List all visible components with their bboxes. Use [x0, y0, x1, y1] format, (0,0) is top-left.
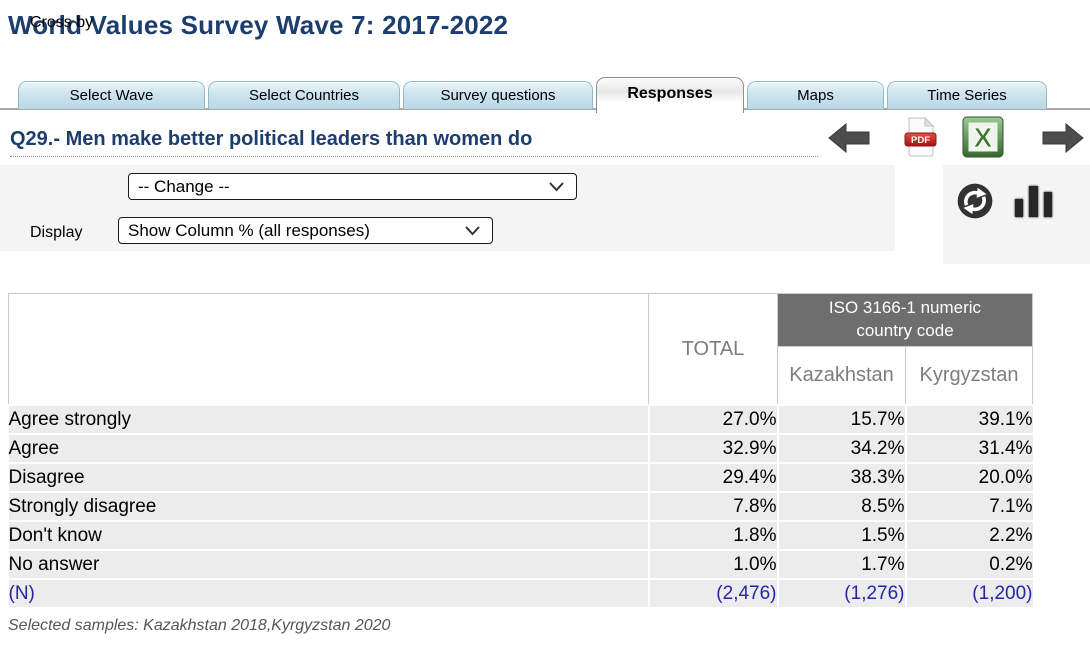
country-group-header: ISO 3166-1 numeric country code	[777, 293, 1033, 347]
display-selected-value: Show Column % (all responses)	[128, 220, 370, 240]
tab-select-wave[interactable]: Select Wave	[18, 81, 205, 109]
total-cell: 32.9%	[647, 433, 779, 465]
display-select[interactable]: Show Column % (all responses)	[118, 217, 493, 244]
total-cell: 7.8%	[647, 491, 779, 523]
tab-bar-baseline	[0, 108, 1090, 110]
pdf-icon: PDF	[904, 116, 937, 157]
left-arrow-icon	[828, 122, 870, 154]
total-cell: 27.0%	[647, 404, 779, 436]
table-row-n: (N) (2,476) (1,276) (1,200)	[8, 578, 1033, 610]
value-cell: 15.7%	[776, 404, 907, 436]
previous-question-button[interactable]	[828, 122, 870, 156]
controls-panel: Cross by -- Change -- Display Show Colum…	[0, 14, 895, 251]
row-label-cell: Agree strongly	[8, 404, 650, 436]
row-label-cell: Don't know	[8, 520, 650, 552]
next-question-button[interactable]	[1042, 122, 1084, 156]
excel-export-button[interactable]: X	[962, 116, 1004, 161]
value-cell: 0.2%	[904, 549, 1033, 581]
bar-chart-button[interactable]	[1011, 181, 1057, 224]
bar-chart-icon	[1013, 184, 1054, 219]
svg-text:PDF: PDF	[911, 135, 930, 146]
tab-time-series[interactable]: Time Series	[887, 81, 1047, 109]
tab-survey-questions[interactable]: Survey questions	[403, 81, 593, 109]
table-row: Don't know 1.8% 1.5% 2.2%	[8, 520, 1033, 552]
view-options-panel	[943, 165, 1090, 264]
country-header-kazakhstan: Kazakhstan	[777, 345, 906, 406]
row-label-cell: No answer	[8, 549, 650, 581]
table-row: Strongly disagree 7.8% 8.5% 7.1%	[8, 491, 1033, 523]
value-cell: 7.1%	[904, 491, 1033, 523]
chevron-down-icon	[549, 182, 564, 192]
selected-samples-note: Selected samples: Kazakhstan 2018,Kyrgyz…	[8, 617, 391, 634]
value-cell: 1.5%	[776, 520, 907, 552]
value-cell: 34.2%	[776, 433, 907, 465]
total-column-header: TOTAL	[648, 293, 778, 406]
refresh-button[interactable]	[955, 181, 995, 224]
table-row: Agree strongly 27.0% 15.7% 39.1%	[8, 404, 1033, 436]
chevron-down-icon	[465, 226, 480, 236]
display-label: Display	[30, 224, 83, 241]
tab-select-countries[interactable]: Select Countries	[208, 81, 400, 109]
total-cell: 1.0%	[647, 549, 779, 581]
value-cell: 31.4%	[904, 433, 1033, 465]
cross-by-label: Cross by	[30, 14, 94, 31]
value-cell: 39.1%	[904, 404, 1033, 436]
refresh-icon	[957, 183, 993, 219]
table-row: Disagree 29.4% 38.3% 20.0%	[8, 462, 1033, 494]
total-cell: 1.8%	[647, 520, 779, 552]
question-title: Q29.- Men make better political leaders …	[10, 124, 818, 157]
row-label-cell: Strongly disagree	[8, 491, 650, 523]
corner-cell	[8, 293, 649, 406]
tab-maps[interactable]: Maps	[747, 81, 884, 109]
results-table: TOTAL ISO 3166-1 numeric country code Ka…	[8, 293, 1033, 610]
pdf-export-button[interactable]: PDF	[904, 116, 938, 160]
row-label-cell: Agree	[8, 433, 650, 465]
value-cell: 38.3%	[776, 462, 907, 494]
table-row: No answer 1.0% 1.7% 0.2%	[8, 549, 1033, 581]
country-header-kyrgyzstan: Kyrgyzstan	[905, 345, 1033, 406]
total-cell: (2,476)	[647, 578, 779, 610]
tab-responses[interactable]: Responses	[596, 77, 744, 113]
value-cell: 1.7%	[776, 549, 907, 581]
row-label-cell: (N)	[8, 578, 650, 610]
value-cell: 20.0%	[904, 462, 1033, 494]
cross-by-selected-value: -- Change --	[138, 176, 230, 196]
table-row: Agree 32.9% 34.2% 31.4%	[8, 433, 1033, 465]
tab-bar: Select Wave Select Countries Survey ques…	[0, 77, 1090, 114]
value-cell: (1,276)	[776, 578, 907, 610]
value-cell: 8.5%	[776, 491, 907, 523]
excel-icon: X	[962, 116, 1004, 158]
svg-text:X: X	[974, 122, 993, 153]
cross-by-select[interactable]: -- Change --	[128, 173, 577, 200]
value-cell: 2.2%	[904, 520, 1033, 552]
value-cell: (1,200)	[904, 578, 1033, 610]
total-cell: 29.4%	[647, 462, 779, 494]
right-arrow-icon	[1042, 122, 1084, 154]
page-title: World Values Survey Wave 7: 2017-2022	[8, 10, 509, 40]
row-label-cell: Disagree	[8, 462, 650, 494]
